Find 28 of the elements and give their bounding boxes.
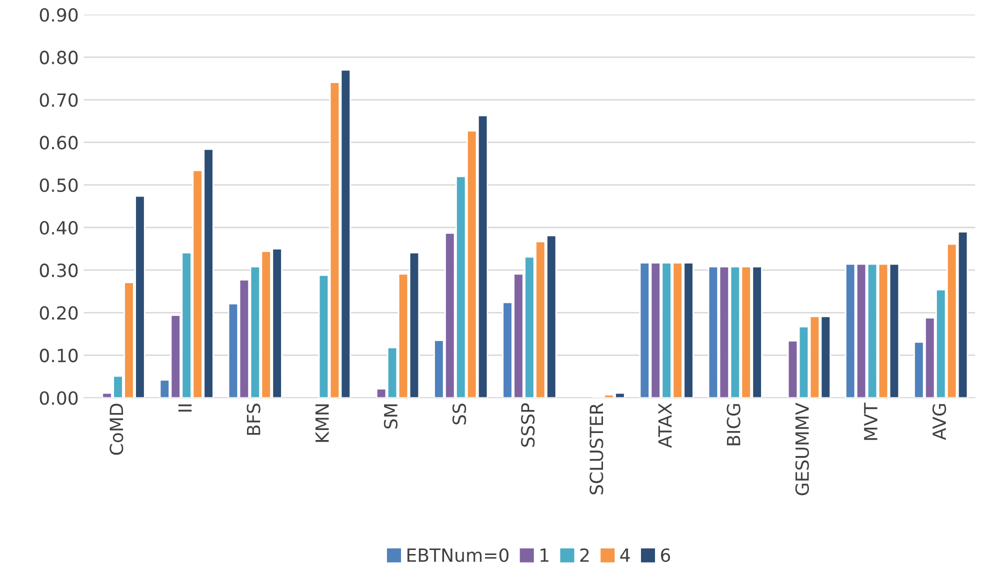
y-tick-label: 0.00: [40, 391, 78, 405]
legend-label: EBTNum=0: [407, 548, 508, 562]
y-tick-label: 0.30: [40, 264, 78, 278]
x-tick-label: SCLUSTER: [590, 403, 604, 494]
x-tick-label: MVT: [864, 402, 878, 440]
x-tick-label: II: [178, 404, 192, 412]
x-tick-label: KMN: [316, 404, 329, 442]
x-tick-label: SM: [384, 404, 398, 429]
x-tick-label: AVG: [932, 404, 946, 440]
x-tick-label: GESUMMV: [795, 402, 809, 496]
legend-label: 2: [580, 548, 589, 562]
y-tick-label: 0.40: [40, 220, 78, 235]
y-tick-label: 0.10: [40, 348, 78, 362]
legend-label: 6: [660, 548, 670, 562]
x-tick-label: SS: [452, 404, 466, 424]
legend-label: 1: [540, 548, 548, 562]
y-tick-label: 0.60: [40, 136, 78, 150]
y-tick-label: 0.20: [40, 306, 78, 320]
x-tick-label: CoMD: [110, 404, 124, 455]
x-tick-label: BICG: [726, 404, 740, 446]
y-tick-label: 0.80: [40, 50, 78, 64]
x-tick-label: ATAX: [658, 403, 672, 448]
x-tick-label: BFS: [246, 404, 260, 435]
y-tick-label: 0.90: [40, 8, 78, 22]
y-tick-label: 0.50: [40, 178, 78, 192]
y-tick-label: 0.70: [40, 93, 78, 107]
x-tick-label: SSSP: [521, 403, 535, 447]
legend-label: 4: [620, 548, 630, 562]
